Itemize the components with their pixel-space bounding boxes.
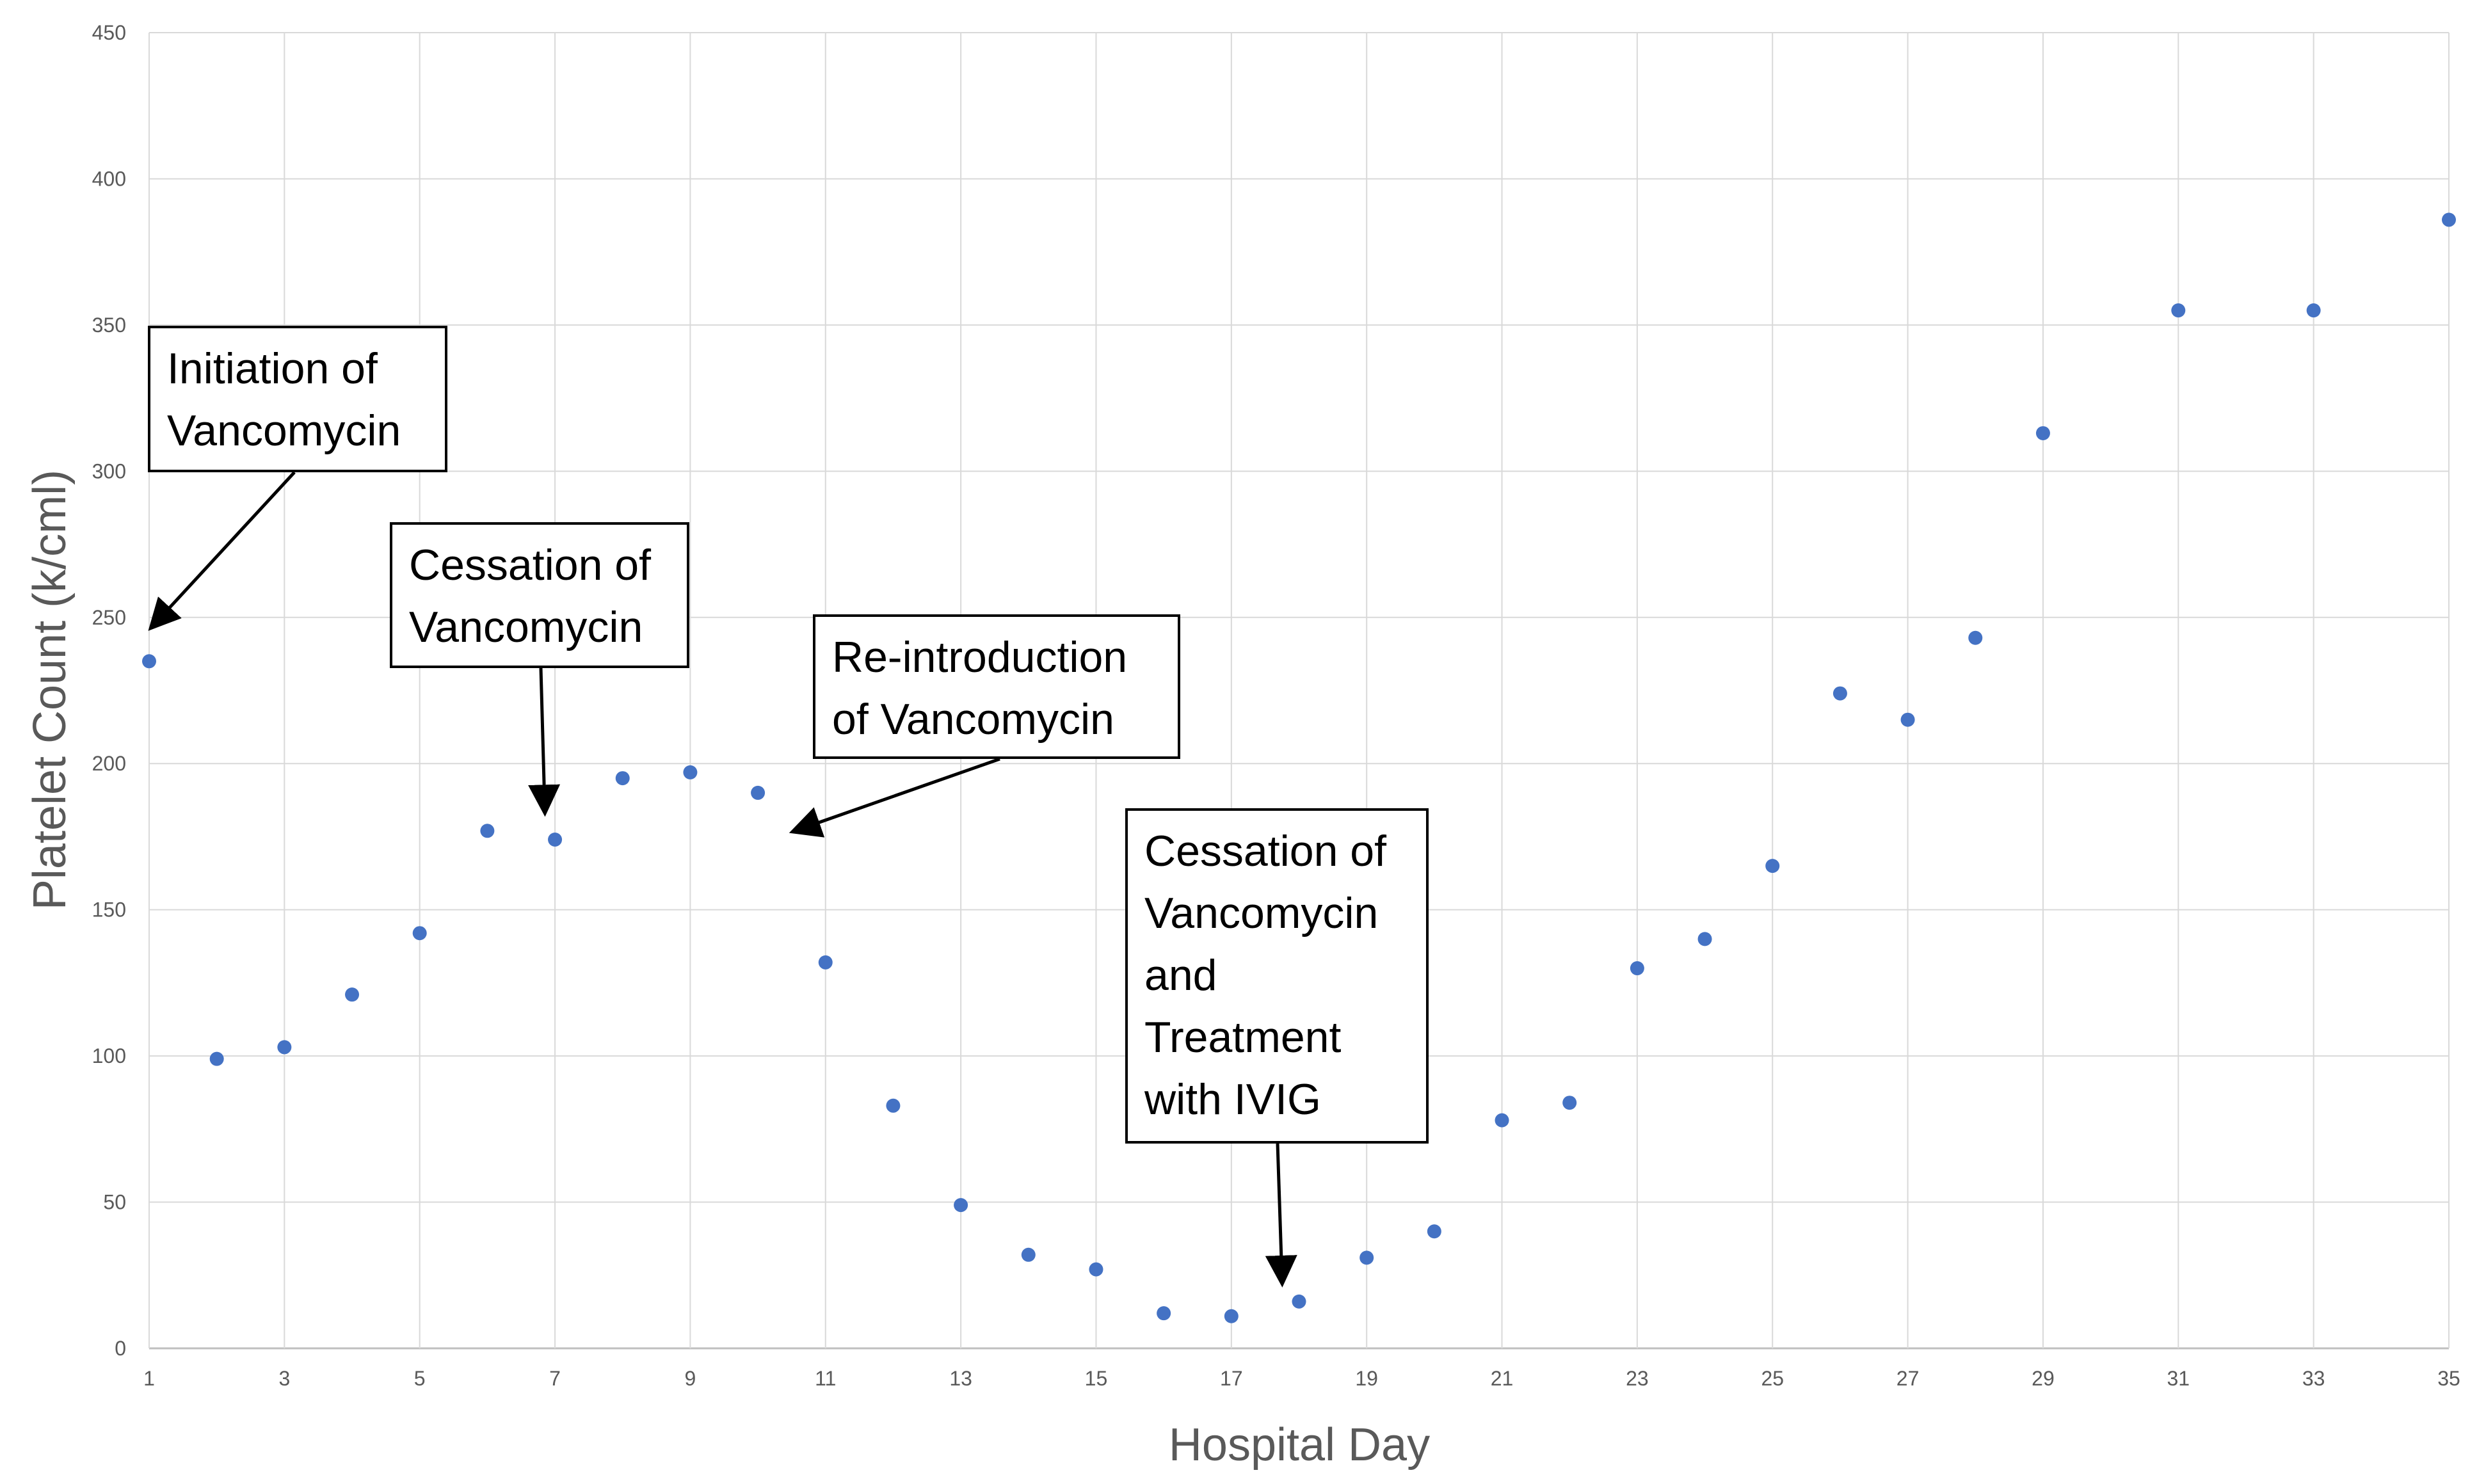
data-point [2035,426,2050,440]
annotation-text: of Vancomycin [832,695,1114,744]
data-point [209,1051,224,1066]
y-tick-label: 200 [92,752,126,775]
data-point [751,785,766,800]
y-tick-label: 450 [92,21,126,44]
data-point [1359,1250,1374,1265]
y-tick-label: 400 [92,167,126,190]
x-tick-label: 7 [549,1367,561,1390]
x-tick-label: 13 [949,1367,972,1390]
annotation-text: Treatment [1144,1013,1341,1062]
data-point [1021,1247,1036,1262]
annotation-text: Vancomycin [1144,889,1378,937]
annotation-text: with IVIG [1144,1075,1321,1124]
data-point [683,765,698,779]
data-point [480,824,495,838]
data-point [142,654,156,669]
data-point [277,1040,292,1055]
data-point [1157,1306,1171,1321]
y-tick-label: 300 [92,459,126,483]
annotation-box [390,522,689,668]
y-tick-label: 0 [115,1337,126,1360]
x-tick-label: 15 [1085,1367,1108,1390]
x-tick-label: 9 [685,1367,696,1390]
data-point [345,987,360,1002]
annotation-3: Re-introduction of Vancomycin [789,614,1180,838]
x-tick-label: 35 [2437,1367,2460,1390]
data-point [1697,932,1712,946]
annotation-arrow [528,667,561,817]
x-tick-label: 5 [414,1367,426,1390]
x-tick-label: 27 [1897,1367,1920,1390]
data-point [2306,303,2321,318]
x-tick-label: 19 [1355,1367,1378,1390]
annotation-box [813,614,1180,759]
y-tick-label: 100 [92,1044,126,1067]
x-tick-label: 1 [143,1367,155,1390]
data-point [1630,961,1644,976]
annotation-text: Cessation of [1144,827,1386,875]
data-point [818,955,833,969]
x-tick-label: 33 [2302,1367,2325,1390]
annotation-4: Cessation of Vancomycin and Treatment with I… [1125,808,1429,1288]
annotation-text: Re-introduction [832,633,1127,682]
data-point [886,1098,901,1113]
data-point [1562,1096,1577,1110]
annotation-text: and [1144,951,1217,1000]
data-point [1427,1224,1441,1239]
annotation-text: Initiation of [167,344,378,393]
y-tick-label: 50 [103,1191,126,1214]
data-point [615,771,630,786]
annotation-text: Cessation of [409,541,651,589]
x-tick-label: 23 [1626,1367,1649,1390]
annotation-1: Initiation of Vancomycin [148,326,447,631]
x-tick-label: 21 [1491,1367,1514,1390]
data-point [954,1198,968,1213]
x-tick-label: 11 [815,1367,836,1390]
data-point [548,833,563,847]
data-point [412,926,427,941]
data-point [1765,859,1780,874]
data-point [1832,686,1847,701]
data-point [1292,1294,1306,1309]
data-point [1089,1262,1103,1277]
x-tick-label: 29 [2032,1367,2055,1390]
data-point [1224,1309,1239,1323]
annotation-arrow [148,471,296,631]
annotation-box [1125,808,1429,1144]
data-point [2171,303,2186,318]
data-point [2442,212,2456,227]
annotation-2: Cessation of Vancomycin [390,522,689,817]
annotation-arrow [789,757,1000,838]
data-point [1900,712,1915,727]
data-point [1495,1113,1509,1128]
x-tick-label: 31 [2167,1367,2190,1390]
y-axis-title: Platelet Count (k/cml) [24,470,76,910]
data-point [1968,630,1983,645]
data-points [142,212,2456,1323]
x-axis-title: Hospital Day [1169,1419,1430,1471]
y-tick-label: 350 [92,314,126,337]
grid-lines [148,32,2450,1350]
annotation-text: Vancomycin [409,603,643,651]
x-tick-label: 3 [278,1367,290,1390]
annotation-box [148,326,447,472]
x-tick-label: 25 [1761,1367,1784,1390]
annotations: Initiation of Vancomycin Cessation of Vanco… [148,326,1429,1288]
y-tick-label: 150 [92,898,126,922]
annotation-arrow [1265,1143,1297,1288]
y-tick-label: 250 [92,606,126,629]
annotation-text: Vancomycin [167,406,401,455]
x-tick-label: 17 [1220,1367,1243,1390]
